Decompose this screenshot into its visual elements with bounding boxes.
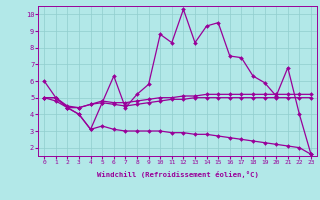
X-axis label: Windchill (Refroidissement éolien,°C): Windchill (Refroidissement éolien,°C) <box>97 171 259 178</box>
